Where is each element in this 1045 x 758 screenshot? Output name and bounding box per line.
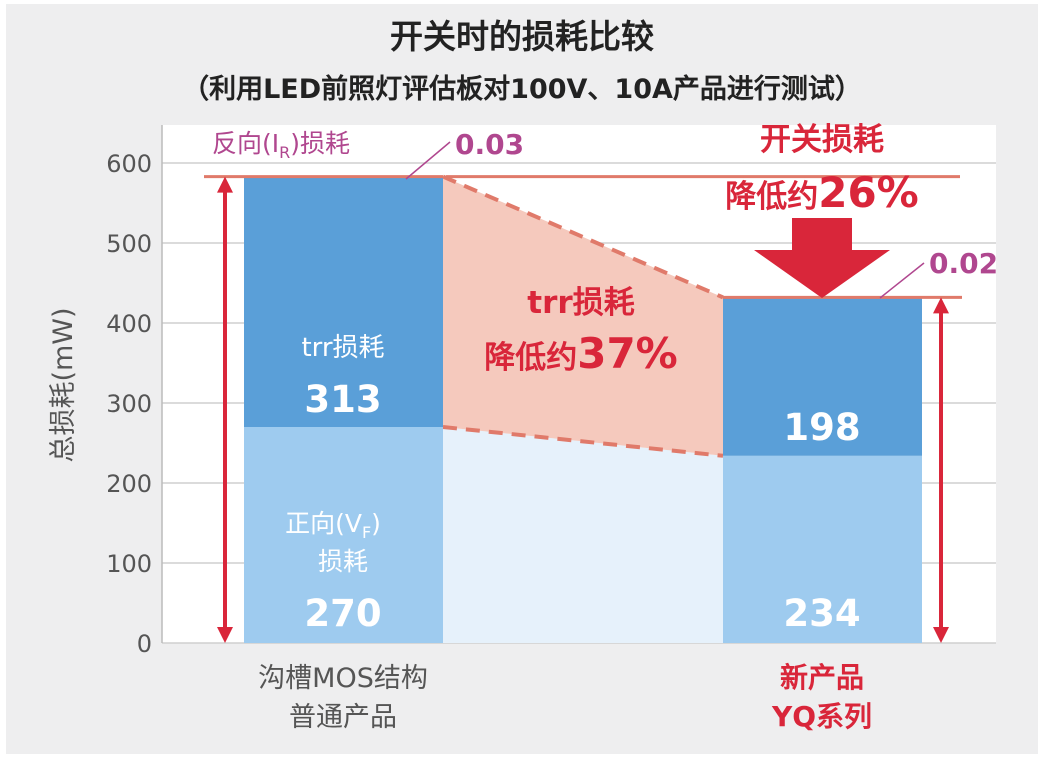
- reverse-value-new: 0.02: [929, 247, 998, 280]
- trr-reduction-band: [443, 176, 723, 456]
- reduction-arrow-icon: [754, 218, 890, 298]
- reverse-leader-old: [405, 141, 451, 180]
- reference-lines: [204, 175, 962, 643]
- y-tick-label: 500: [106, 230, 152, 258]
- y-tick-label: 600: [106, 150, 152, 178]
- y-tick-label: 300: [106, 390, 152, 418]
- y-axis-label: 总损耗(mW): [48, 307, 79, 462]
- bar-forward: [723, 455, 922, 643]
- total-dashed-line: [442, 174, 724, 300]
- forward-value-new: 234: [783, 592, 860, 635]
- bar-trr: [244, 176, 443, 427]
- forward-series-label-line1: 正向(VF): [285, 509, 381, 542]
- bars: [244, 176, 922, 643]
- trr-reduction-text: 降低约37%: [484, 329, 678, 378]
- reverse-loss-label: 反向(IR)损耗: [212, 129, 350, 162]
- category-label-old-line2: 普通产品: [289, 702, 397, 733]
- switch-reduction-title: 开关损耗: [760, 122, 884, 158]
- y-tick-label: 400: [106, 310, 152, 338]
- reverse-value-old: 0.03: [455, 128, 524, 161]
- y-ticks: 0 100 200 300 400 500 600: [106, 150, 152, 658]
- total-arrow-old-head-top: [217, 176, 233, 193]
- category-label-new-line1: 新产品: [780, 661, 864, 694]
- reverse-leader-new: [879, 262, 925, 299]
- chart-title: 开关时的损耗比较: [390, 17, 654, 56]
- y-tick-label: 0: [137, 630, 152, 658]
- trr-reduction-title: trr损耗: [527, 285, 634, 321]
- forward-dashed-line: [442, 425, 724, 458]
- y-tick-label: 100: [106, 550, 152, 578]
- total-arrow-new-head-top: [933, 297, 949, 314]
- category-label-old-line1: 沟槽MOS结构: [258, 663, 428, 694]
- trr-value-new: 198: [783, 406, 860, 449]
- total-arrow-new-head-bottom: [933, 627, 949, 643]
- chart-subtitle: （利用LED前照灯评估板对100V、10A产品进行测试）: [182, 73, 862, 105]
- category-label-new-line2: YQ系列: [771, 700, 872, 733]
- forward-reduction-band: [443, 427, 723, 643]
- bar-forward: [244, 427, 443, 643]
- forward-value-old: 270: [304, 592, 381, 635]
- trr-value-old: 313: [304, 378, 381, 421]
- total-arrow-old-head-bottom: [217, 627, 233, 643]
- reduction-bands: [442, 174, 724, 643]
- switch-reduction-text: 降低约26%: [725, 168, 919, 217]
- y-tick-label: 200: [106, 470, 152, 498]
- bar-trr: [723, 297, 922, 456]
- trr-series-label-old: trr损耗: [301, 333, 384, 363]
- forward-series-label-line2: 损耗: [318, 547, 368, 576]
